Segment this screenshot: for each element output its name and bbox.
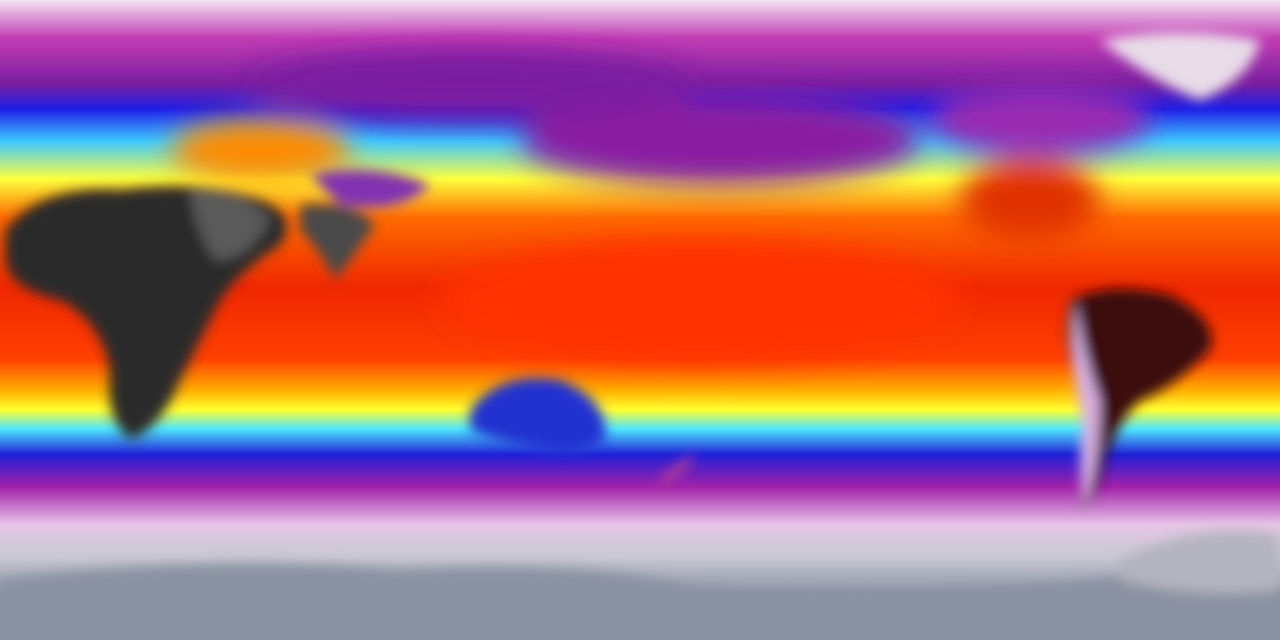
south-america-land — [1066, 288, 1212, 506]
tibet-cold — [310, 169, 430, 208]
eurasia-cold — [250, 50, 690, 120]
north-america-warm — [960, 160, 1100, 240]
india-land — [300, 204, 375, 280]
antarctica-ice — [0, 564, 1280, 640]
canada-cold — [930, 85, 1150, 155]
pacific-warm-pool — [440, 240, 960, 360]
australia-land — [470, 378, 606, 454]
mediterranean-warm — [170, 120, 350, 180]
arabia-land — [190, 189, 270, 260]
antarctica-coast — [1120, 530, 1280, 594]
andes-cold — [1072, 300, 1100, 510]
greenland-ice — [1100, 32, 1260, 100]
new-zealand — [660, 455, 695, 485]
north-pacific-cold — [520, 95, 920, 185]
